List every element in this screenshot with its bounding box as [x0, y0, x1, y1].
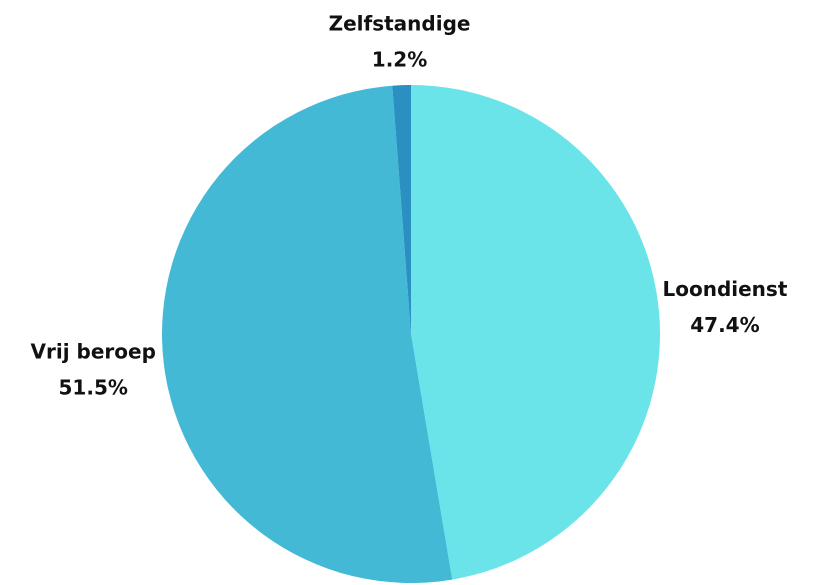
slice-value-label: 47.4% [690, 313, 759, 337]
slice-value-label: 1.2% [372, 48, 427, 72]
slice-label: Zelfstandige [329, 12, 471, 36]
pie-slice [411, 85, 660, 580]
slice-label: Loondienst [662, 277, 787, 301]
pie-slice [161, 85, 453, 584]
pie-slice [392, 85, 411, 334]
slice-label: Vrij beroep [31, 339, 156, 363]
slice-value-label: 51.5% [59, 375, 128, 399]
